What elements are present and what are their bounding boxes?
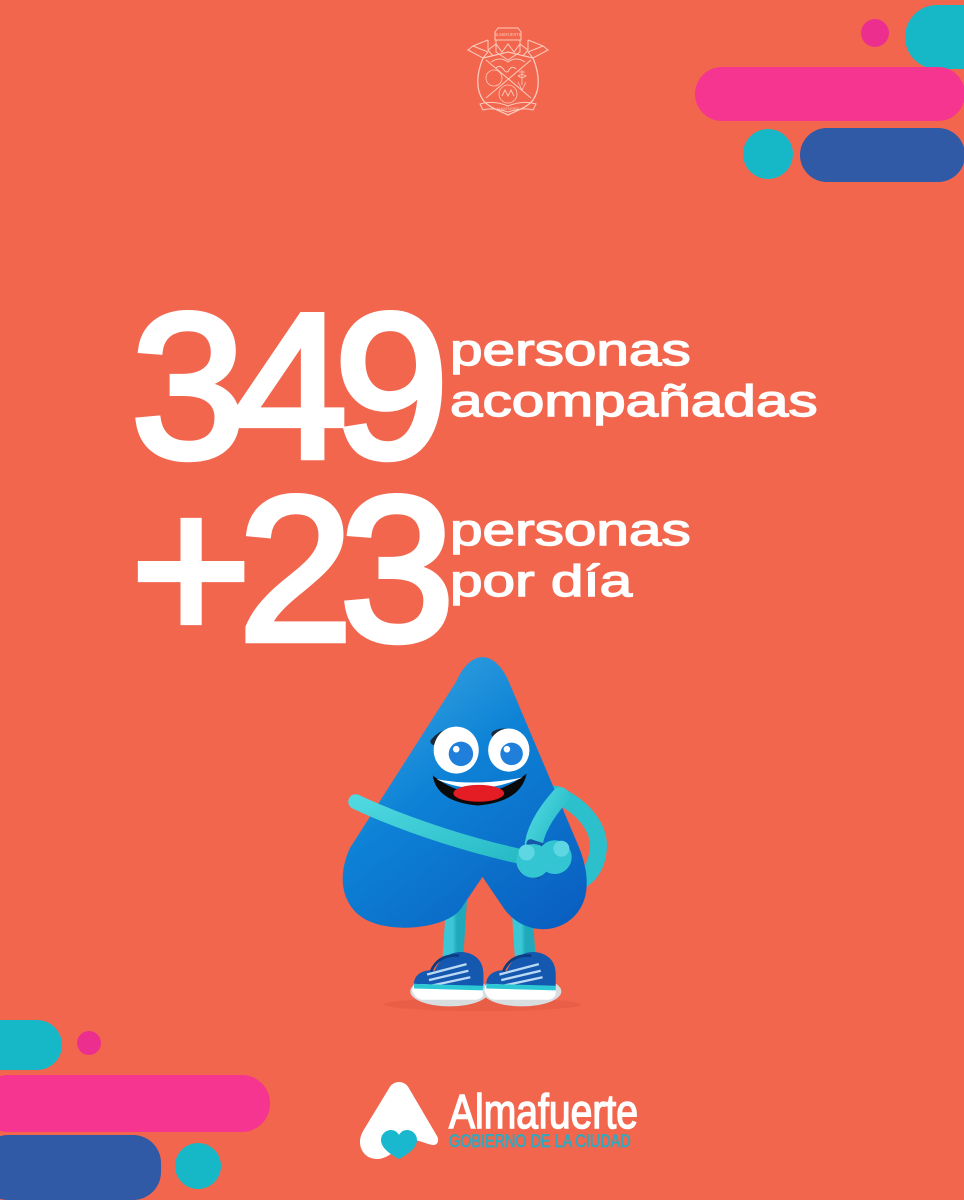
svg-text:ALMAFUERTE: ALMAFUERTE (497, 107, 520, 111)
svg-text:ALMAFUERTE: ALMAFUERTE (495, 32, 522, 37)
